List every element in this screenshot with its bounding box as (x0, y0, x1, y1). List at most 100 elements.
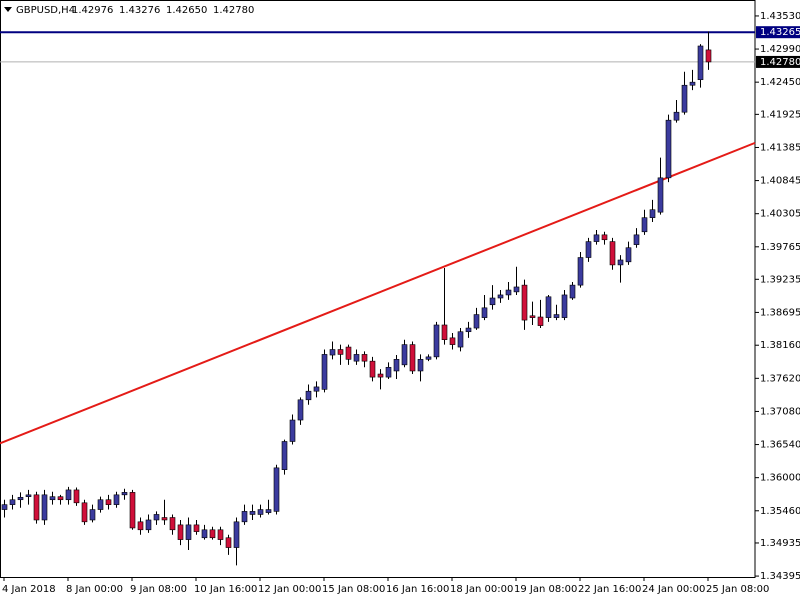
x-tick-label: 9 Jan 08:00 (130, 584, 187, 595)
candle-body (353, 354, 360, 362)
candle-body (217, 529, 224, 540)
candle-body (569, 284, 576, 299)
candle-body (369, 360, 376, 378)
candle-body (361, 354, 368, 362)
candle-body (585, 241, 592, 258)
candle-body (73, 489, 80, 504)
candle-body (281, 441, 288, 470)
candle-body (337, 349, 344, 355)
candle-body (553, 314, 560, 318)
candle-body (201, 529, 208, 539)
y-tick-label: 1.39235 (760, 274, 800, 285)
candle-body (177, 524, 184, 540)
candle-body (81, 502, 88, 523)
candle-body (121, 492, 128, 496)
candle-body (433, 324, 440, 358)
menu-arrow[interactable] (4, 7, 12, 12)
candle-body (385, 366, 392, 378)
x-tick-label: 10 Jan 16:00 (194, 584, 257, 595)
candle-body (473, 314, 480, 329)
candle-body (129, 492, 136, 529)
x-tick-label: 18 Jan 00:00 (450, 584, 513, 595)
candle-body (649, 209, 656, 218)
candle-body (233, 521, 240, 548)
price-label-box (756, 26, 800, 39)
candle-body (153, 514, 160, 521)
candle-body (593, 234, 600, 242)
candle-body (241, 511, 248, 523)
candle-body (161, 517, 168, 521)
y-tick-label: 1.42990 (760, 44, 800, 55)
header-value: 1.43276 (119, 5, 160, 16)
candle-body (1, 504, 8, 510)
candle-body (409, 344, 416, 372)
candle-body (393, 359, 400, 372)
candle-body (601, 234, 608, 241)
candle-body (97, 499, 104, 510)
x-tick-label: 19 Jan 08:00 (514, 584, 577, 595)
x-tick-label: 25 Jan 08:00 (706, 584, 769, 595)
candle-body (401, 344, 408, 366)
candle-body (41, 494, 48, 521)
x-tick-label: 8 Jan 00:00 (66, 584, 123, 595)
candle-body (105, 499, 112, 505)
chart-title: GBPUSD,H4 (16, 5, 75, 16)
candle-body (617, 259, 624, 266)
y-tick-label: 1.35460 (760, 506, 800, 517)
candle-body (305, 390, 312, 401)
candle-body (481, 307, 488, 318)
x-tick-label: 12 Jan 00:00 (258, 584, 321, 595)
candle-body (425, 356, 432, 360)
candle-body (489, 297, 496, 306)
candle-body (297, 399, 304, 421)
plot-frame (0, 0, 756, 578)
trendline (0, 141, 756, 445)
candle-body (505, 289, 512, 296)
candle-body (257, 509, 264, 515)
candle-body (345, 346, 352, 360)
candle-body (633, 234, 640, 245)
y-tick-label: 1.42450 (760, 77, 800, 88)
candle-body (465, 327, 472, 333)
candle-body (65, 489, 72, 501)
candle-body (225, 537, 232, 548)
candle-body (497, 294, 504, 299)
candle-body (529, 315, 536, 318)
candle-body (265, 509, 272, 513)
candle-body (193, 524, 200, 532)
y-tick-label: 1.40845 (760, 176, 800, 187)
y-tick-label: 1.39765 (760, 242, 800, 253)
candle-body (561, 294, 568, 318)
candle-body (17, 496, 24, 501)
x-tick-label: 24 Jan 00:00 (642, 584, 705, 595)
x-tick-label: 22 Jan 16:00 (578, 584, 641, 595)
y-tick-label: 1.40305 (760, 209, 800, 220)
candle-body (89, 509, 96, 521)
candle-body (329, 349, 336, 356)
y-tick-label: 1.41925 (760, 109, 800, 120)
candle-body (657, 177, 664, 213)
y-tick-label: 1.36000 (760, 473, 800, 484)
candle-body (9, 499, 16, 505)
candle-body (273, 467, 280, 512)
candle-body (289, 419, 296, 442)
candle-body (249, 511, 256, 515)
y-tick-label: 1.34935 (760, 538, 800, 549)
price-label-box (756, 55, 800, 68)
header-value: 1.42650 (166, 5, 207, 16)
candle-body (377, 373, 384, 378)
candle-body (697, 45, 704, 81)
header-value: 1.42976 (72, 5, 113, 16)
candle-body (313, 386, 320, 392)
x-tick-label: 15 Jan 08:00 (322, 584, 385, 595)
candle-body (665, 119, 672, 179)
y-tick-label: 1.41385 (760, 142, 800, 153)
candle-body (137, 521, 144, 531)
candle-body (577, 257, 584, 286)
candle-body (169, 517, 176, 531)
candle-body (545, 296, 552, 318)
header-value: 1.42780 (213, 5, 254, 16)
candle-body (625, 247, 632, 263)
y-tick-label: 1.38695 (760, 307, 800, 318)
